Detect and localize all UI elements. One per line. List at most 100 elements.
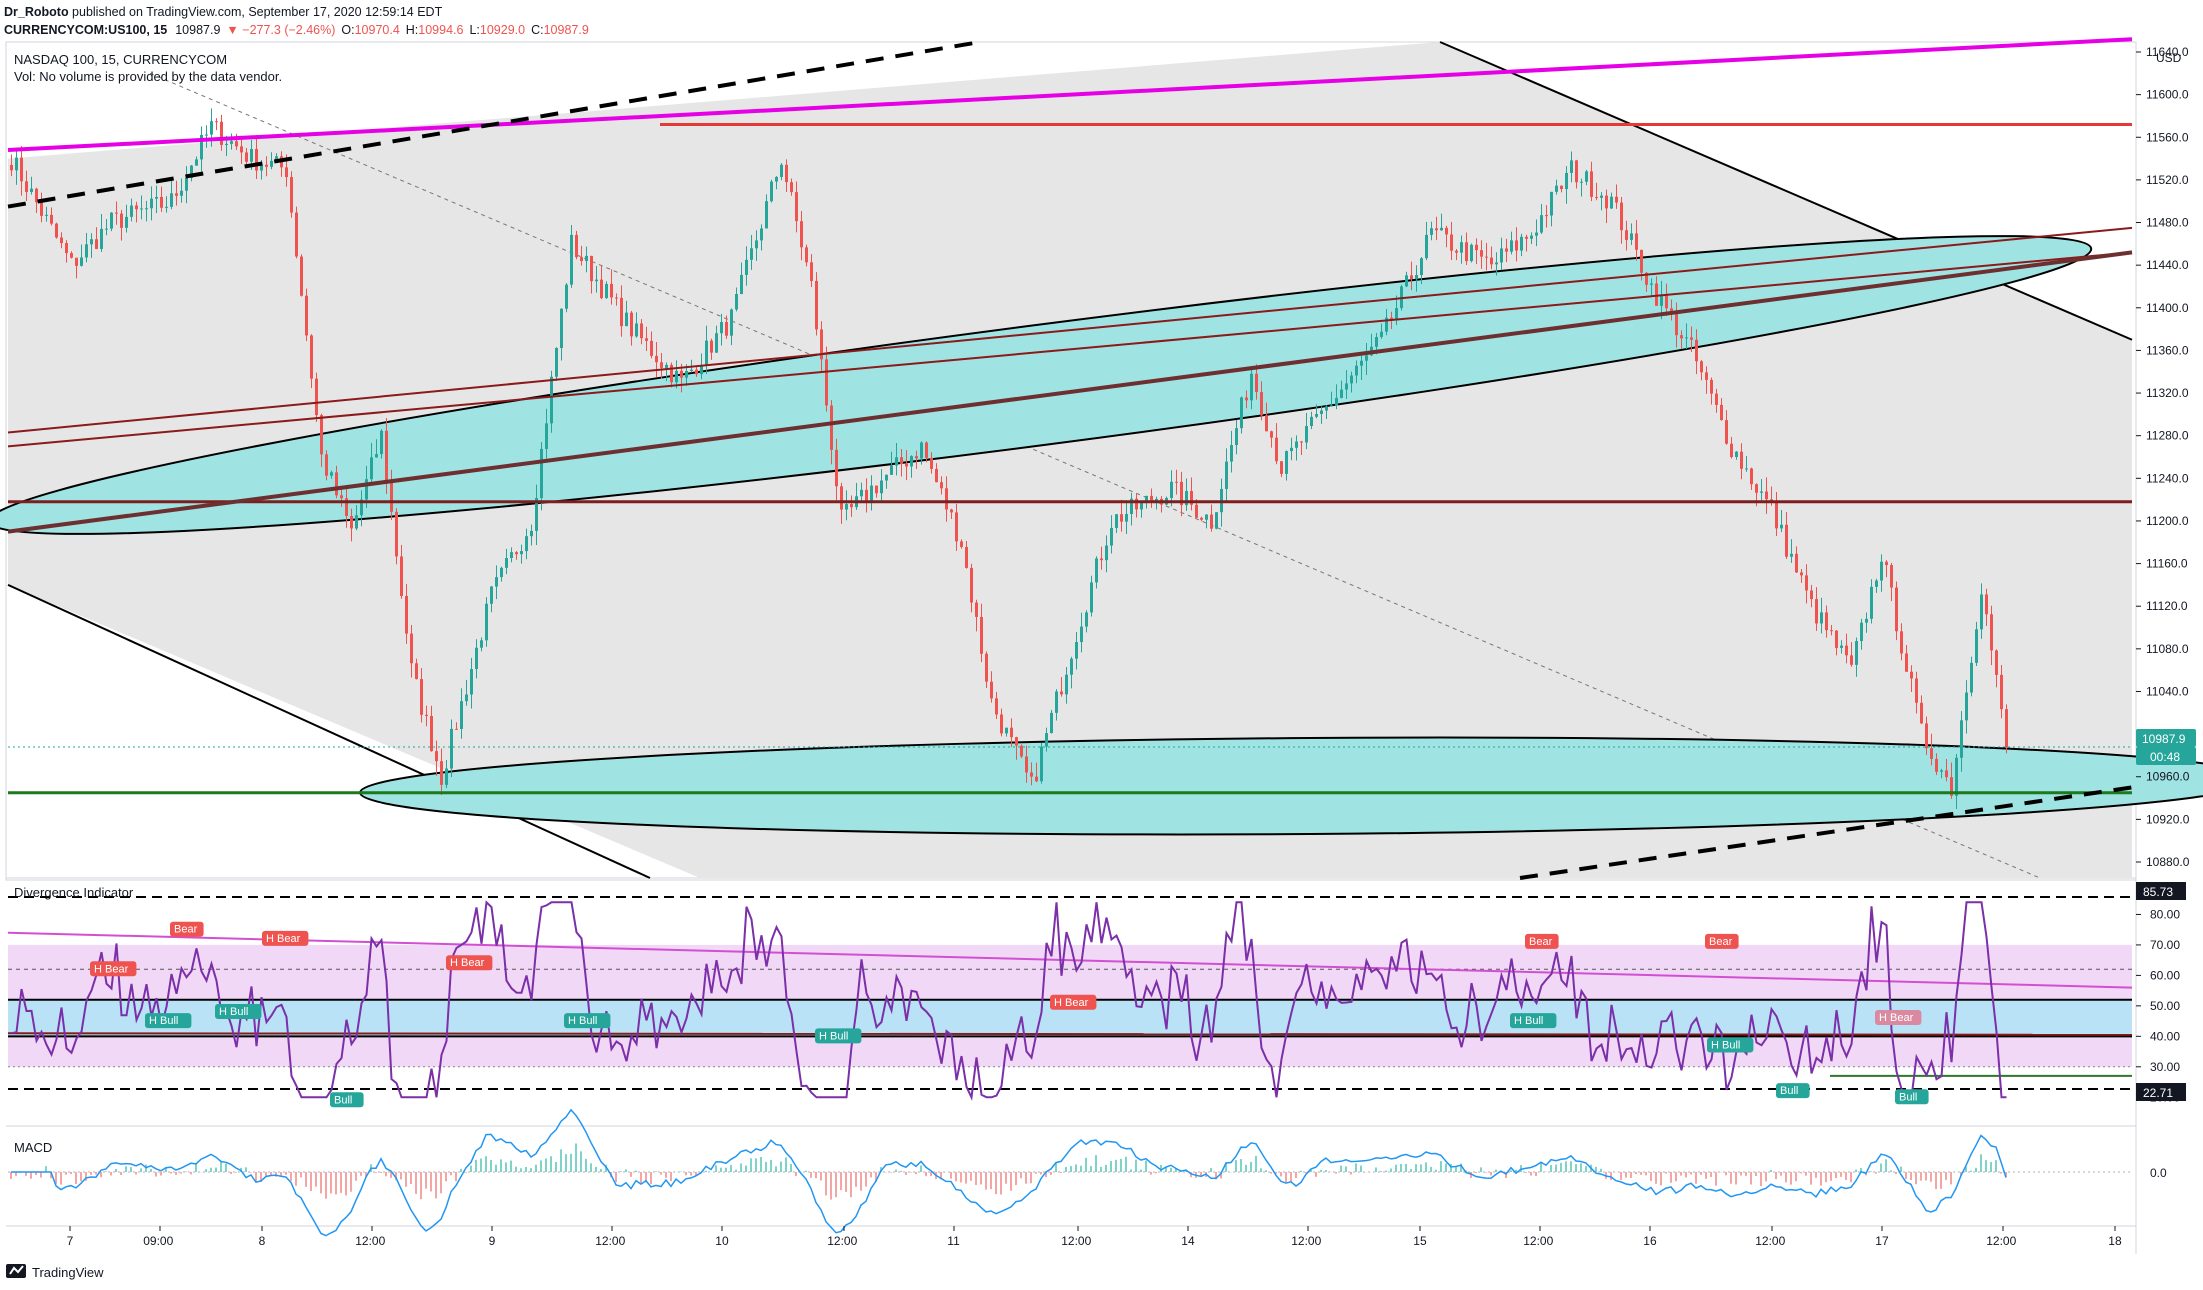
candle xyxy=(1405,271,1408,288)
divergence-badge-bottom: 22.71 xyxy=(2136,1083,2186,1101)
candle xyxy=(515,551,518,560)
candle-body xyxy=(585,255,588,262)
candle xyxy=(1255,364,1258,400)
candle-body xyxy=(555,348,558,377)
candle-body xyxy=(1600,195,1603,198)
candle-body xyxy=(895,457,898,466)
candle-body xyxy=(1645,272,1648,285)
candle-body xyxy=(1425,234,1428,259)
candle-body xyxy=(290,177,293,213)
candle xyxy=(1830,624,1833,636)
candle xyxy=(1200,516,1203,522)
price-tick-label: 10960.0 xyxy=(2146,770,2190,784)
macd-histogram-bar xyxy=(520,1168,522,1172)
candle-body xyxy=(1805,575,1808,591)
candle-body xyxy=(1410,275,1413,280)
candle-body xyxy=(65,243,68,254)
macd-histogram-bar xyxy=(270,1172,272,1176)
candle-body xyxy=(100,228,103,249)
candle xyxy=(1775,491,1778,537)
candle xyxy=(50,207,53,226)
candle xyxy=(510,547,513,563)
candle-body xyxy=(925,442,928,458)
candle-body xyxy=(1190,490,1193,505)
candle-body xyxy=(405,595,408,634)
signal-badge xyxy=(1875,1010,1922,1026)
candle-body xyxy=(380,430,383,455)
candle-body xyxy=(1295,441,1298,448)
candle xyxy=(465,679,468,706)
candle-body xyxy=(1125,513,1128,522)
candle xyxy=(645,326,648,351)
price-tick-label: 11400.0 xyxy=(2146,301,2189,315)
macd-histogram-bar xyxy=(1915,1172,1917,1185)
candle xyxy=(255,134,258,180)
candle-body xyxy=(635,323,638,337)
candle xyxy=(715,325,718,353)
candle xyxy=(1280,461,1283,478)
candle xyxy=(160,186,163,213)
candle-body xyxy=(500,567,503,578)
candle-body xyxy=(1585,171,1588,182)
footer-brand[interactable]: TradingView xyxy=(32,1265,104,1280)
candle-body xyxy=(1140,500,1143,510)
macd-histogram-bar xyxy=(1650,1172,1652,1181)
macd-histogram-bar xyxy=(725,1167,727,1172)
macd-histogram-bar xyxy=(1070,1166,1072,1172)
candle xyxy=(860,482,863,503)
candle xyxy=(1845,633,1848,664)
candle-body xyxy=(250,148,253,162)
time-tick-label: 12:00 xyxy=(1986,1234,2016,1248)
candle-body xyxy=(1100,558,1103,561)
candle-body xyxy=(955,512,958,542)
candle-body xyxy=(110,212,113,229)
candle xyxy=(490,585,493,613)
candle-body xyxy=(325,454,328,476)
macd-histogram-bar xyxy=(950,1172,952,1179)
candle xyxy=(635,312,638,338)
macd-histogram-bar xyxy=(1390,1168,1392,1172)
candle xyxy=(420,668,423,723)
candle-body xyxy=(340,495,343,499)
candle xyxy=(965,540,968,569)
candle-body xyxy=(1120,514,1123,522)
candle-body xyxy=(700,365,703,375)
macd-histogram-bar xyxy=(1025,1172,1027,1184)
candle xyxy=(930,452,933,474)
macd-histogram-bar xyxy=(100,1172,102,1178)
candle xyxy=(1455,249,1458,261)
candle xyxy=(1815,587,1818,631)
candle xyxy=(820,321,823,373)
candle xyxy=(1080,612,1083,653)
candle-body xyxy=(1640,249,1643,273)
candle-body xyxy=(445,768,448,785)
candle xyxy=(1150,488,1153,508)
candle-body xyxy=(735,293,738,310)
ohlc-low: 10929.0 xyxy=(480,23,525,37)
candle-body xyxy=(1555,185,1558,192)
candle-body xyxy=(1605,195,1608,209)
macd-histogram-bar xyxy=(255,1172,257,1182)
candle xyxy=(1595,182,1598,201)
candle xyxy=(220,114,223,151)
candle-body xyxy=(725,322,728,336)
macd-histogram-bar xyxy=(570,1153,572,1172)
macd-histogram-bar xyxy=(390,1172,392,1178)
candle-body xyxy=(710,340,713,353)
divergence-signal-bear: Bear xyxy=(1525,933,1559,949)
candle xyxy=(215,118,218,131)
candle xyxy=(1625,220,1628,251)
candle-body xyxy=(1690,337,1693,340)
price-tick-label: 11440.0 xyxy=(2146,258,2189,272)
candle-body xyxy=(365,479,368,500)
candle-body xyxy=(945,488,948,510)
candle-body xyxy=(1195,504,1198,518)
candle-body xyxy=(880,480,883,494)
macd-histogram-bar xyxy=(385,1172,387,1177)
candle xyxy=(330,470,333,479)
macd-histogram-bar xyxy=(750,1158,752,1172)
candle-body xyxy=(1780,524,1783,529)
macd-histogram-bar xyxy=(190,1172,192,1175)
candle xyxy=(1945,758,1948,782)
macd-histogram-bar xyxy=(1305,1172,1307,1174)
